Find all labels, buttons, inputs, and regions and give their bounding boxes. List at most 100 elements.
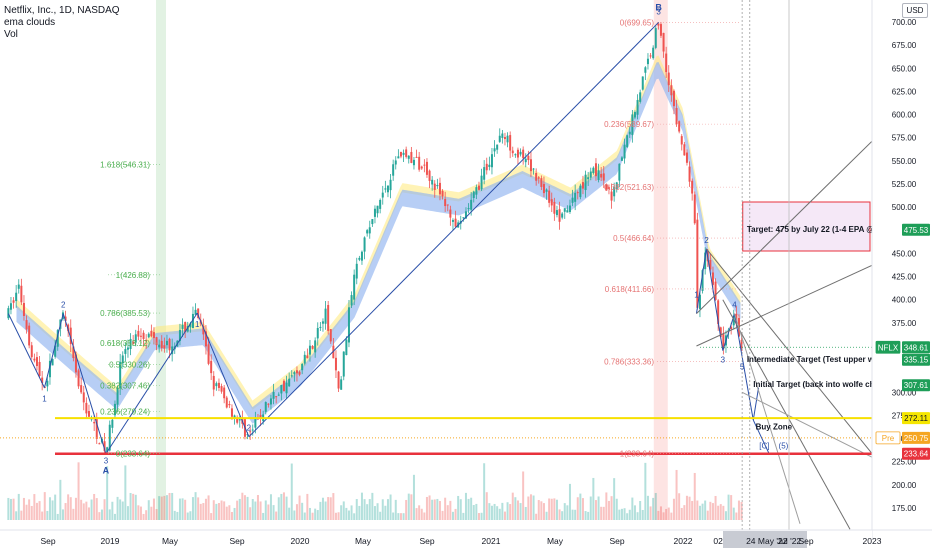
- volume-bar: [189, 511, 192, 520]
- wave-line-34-2022[interactable]: [722, 313, 736, 351]
- volume-bar: [483, 463, 486, 520]
- y-tick-label: 650.00: [892, 64, 917, 73]
- candle-body: [301, 363, 304, 371]
- wave-line-bounce-2022[interactable]: [752, 387, 760, 421]
- y-tick-label: 175.00: [892, 504, 917, 513]
- volume-bar: [717, 505, 720, 520]
- volume-bar: [501, 502, 504, 520]
- wave-line-pre2[interactable]: [43, 313, 64, 388]
- wave-line-a1[interactable]: [105, 312, 198, 454]
- wave-line-23-2022[interactable]: [705, 248, 724, 351]
- volume-bar: [215, 503, 218, 520]
- candle-body: [480, 175, 483, 190]
- volume-bar: [519, 503, 522, 520]
- volume-bar: [87, 507, 90, 520]
- candle-body: [623, 144, 626, 159]
- price-label-bg: [902, 412, 930, 425]
- candle-body: [210, 360, 213, 374]
- volume-bar: [249, 507, 252, 520]
- candle-body: [168, 338, 171, 351]
- volume-bar: [64, 503, 67, 520]
- candle-body: [389, 179, 392, 191]
- candle-body: [142, 332, 145, 339]
- target-zone-box[interactable]: [742, 201, 871, 252]
- volume-bar: [158, 496, 161, 520]
- wave-label: (5): [779, 442, 789, 451]
- candle-body: [418, 156, 421, 170]
- wave-label: 2: [247, 424, 252, 433]
- wave-label: B: [655, 2, 662, 12]
- candle-body: [446, 204, 449, 206]
- candle-body: [17, 284, 20, 289]
- fib-label: 0.786(333.36): [604, 357, 654, 366]
- volume-bar: [142, 513, 145, 520]
- indicator-volume[interactable]: Vol: [4, 29, 18, 40]
- candle-body: [561, 213, 564, 218]
- candle-body: [345, 339, 348, 355]
- wave-line-c-2022[interactable]: [752, 419, 770, 454]
- volume-bar: [706, 510, 709, 520]
- price-label: 233.64: [904, 450, 929, 459]
- volume-bar: [537, 500, 540, 520]
- price-label: 307.61: [904, 381, 929, 390]
- price-label-bg: [902, 341, 930, 354]
- volume-bar: [22, 497, 25, 520]
- candle-body: [698, 294, 701, 309]
- volume-bar: [46, 510, 49, 520]
- candle-body: [415, 156, 418, 158]
- volume-bar: [212, 500, 215, 520]
- candle-body: [662, 32, 665, 52]
- volume-bar: [428, 495, 431, 520]
- x-tick-label: 2020: [291, 536, 310, 546]
- volume-bar: [332, 493, 335, 520]
- candle-body: [503, 136, 506, 140]
- time-axis-panel[interactable]: [0, 530, 872, 550]
- x-tick-label: Sep: [609, 536, 624, 546]
- candle-body: [532, 168, 535, 170]
- indicator-ema-clouds[interactable]: ema clouds: [4, 17, 56, 28]
- volume-bar: [358, 505, 361, 520]
- symbol-title[interactable]: Netflix, Inc., 1D, NASDAQ: [4, 5, 120, 16]
- volume-bar: [285, 496, 288, 520]
- candle-body: [314, 340, 317, 353]
- candle-body: [566, 210, 569, 213]
- volume-bar: [524, 506, 527, 520]
- candle-body: [116, 387, 119, 405]
- candle-body: [264, 402, 267, 412]
- wave-line-2b[interactable]: [248, 21, 660, 438]
- candle-body: [12, 300, 15, 303]
- candle-body: [657, 23, 660, 26]
- wave-line-12[interactable]: [196, 312, 250, 437]
- wave-line-pre3[interactable]: [62, 313, 107, 454]
- volume-bar: [295, 504, 298, 520]
- candle-body: [592, 167, 595, 174]
- price-label-bg: [902, 431, 930, 444]
- volume-bar: [511, 492, 514, 520]
- volume-bar: [171, 492, 174, 520]
- wave-line-pre1[interactable]: [7, 313, 45, 388]
- wave-line-12-2022[interactable]: [695, 248, 707, 314]
- volume-bar: [457, 495, 460, 520]
- volume-bar: [345, 507, 348, 520]
- volume-bar: [233, 507, 236, 520]
- volume-bar: [366, 504, 369, 520]
- volume-bar: [568, 483, 571, 520]
- volume-bar: [704, 500, 707, 520]
- volume-bar: [670, 512, 673, 520]
- candle-body: [685, 152, 688, 163]
- candle-body: [22, 302, 25, 316]
- volume-bar: [410, 494, 413, 520]
- fib-label: 1.618(546.31): [100, 160, 150, 169]
- candle-body: [405, 149, 408, 157]
- candle-body: [571, 197, 574, 203]
- x-tick-label: 2022: [674, 536, 693, 546]
- candle-body: [230, 408, 233, 417]
- candle-body: [145, 339, 148, 342]
- candle-body: [363, 237, 366, 252]
- candle-body: [574, 192, 577, 202]
- volume-bar: [15, 511, 18, 520]
- candle-body: [337, 371, 340, 389]
- currency-button[interactable]: USD: [902, 3, 928, 18]
- wave-line-4c-2022[interactable]: [734, 313, 754, 421]
